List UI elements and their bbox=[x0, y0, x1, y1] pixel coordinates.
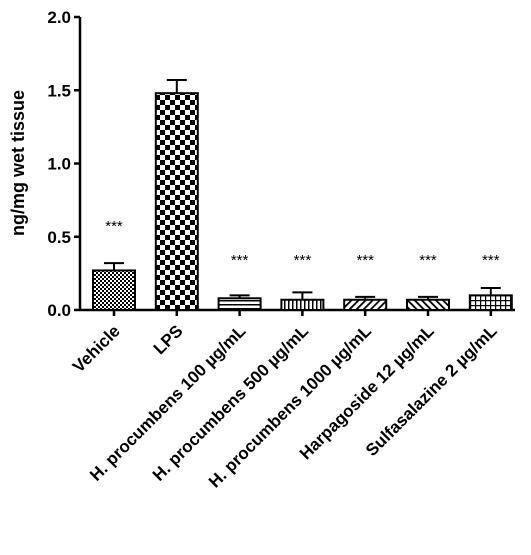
significance-annotations: *** *** *** *** *** *** bbox=[105, 218, 499, 269]
significance-marker: *** bbox=[231, 252, 249, 269]
bars-group bbox=[92, 92, 513, 312]
bar bbox=[406, 298, 450, 311]
bar bbox=[468, 294, 513, 312]
y-tick-label: 0.0 bbox=[47, 301, 71, 320]
category-label: Vehicle bbox=[69, 321, 124, 376]
significance-marker: *** bbox=[482, 252, 500, 269]
y-tick-label: 0.5 bbox=[47, 228, 71, 247]
error-bars-group bbox=[104, 78, 501, 300]
bar bbox=[343, 298, 388, 311]
category-label: Sulfasalazine 2 µg/mL bbox=[362, 321, 501, 460]
y-axis: 0.0 0.5 1.0 1.5 2.0 bbox=[47, 8, 82, 320]
bar bbox=[92, 269, 136, 312]
significance-marker: *** bbox=[356, 252, 374, 269]
bar bbox=[217, 297, 262, 311]
bar bbox=[280, 298, 325, 311]
significance-marker: *** bbox=[294, 252, 312, 269]
y-tick-label: 1.5 bbox=[47, 81, 71, 100]
significance-marker: *** bbox=[105, 218, 123, 235]
y-axis-label: ng/mg wet tissue bbox=[8, 90, 28, 236]
bar bbox=[154, 92, 199, 312]
significance-marker: *** bbox=[419, 252, 437, 269]
category-label: LPS bbox=[150, 321, 187, 358]
y-tick-label: 2.0 bbox=[47, 8, 71, 27]
y-tick-label: 1.0 bbox=[47, 155, 71, 174]
